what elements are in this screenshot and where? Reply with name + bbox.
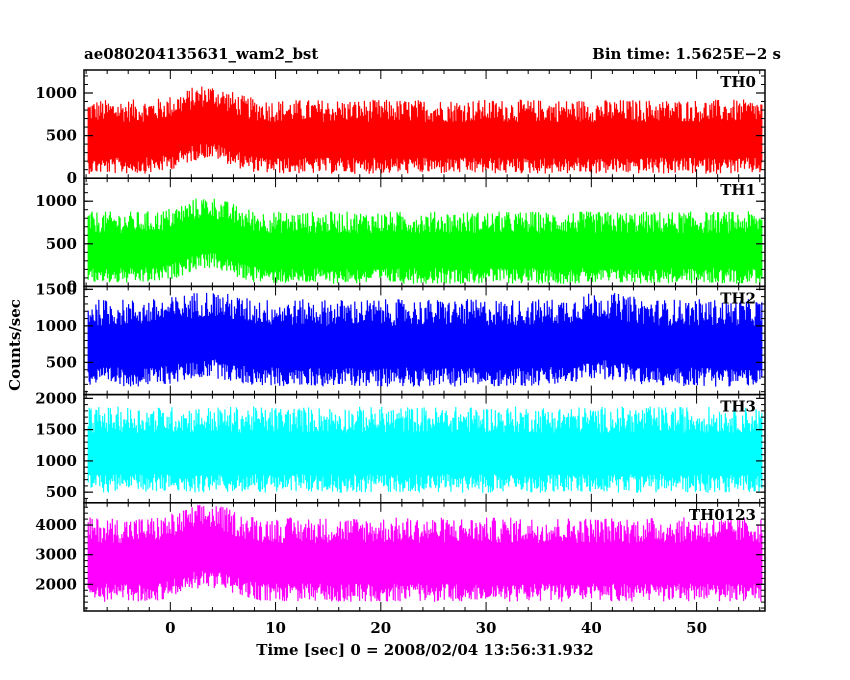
panel-th3: 500 1000 1500 2000 TH3 [35,389,766,504]
panel-label-th3: TH3 [720,398,756,416]
y-tick-label: 1000 [35,317,77,335]
panel-th0: 0 500 1000 TH0 [35,69,766,187]
y-tick-label: 1000 [35,84,77,102]
y-tick-label: 2000 [35,389,77,407]
bin-time-label: Bin time: 1.5625E−2 s [592,45,781,63]
series-band-th1 [88,223,762,265]
y-tick-label: 4000 [35,516,77,534]
y-tick-label: 3000 [35,546,77,564]
y-tick-label: 1000 [35,192,77,210]
series-band-th2 [88,322,762,364]
y-tick-label: 1000 [35,452,77,470]
x-axis: 0 10 20 30 40 50 [165,619,707,637]
panel-frame [83,502,766,612]
panel-label-th2: TH2 [720,289,756,307]
x-tick-label: 0 [165,619,175,637]
x-tick-label: 50 [686,619,707,637]
y-tick-label: 0 [67,277,77,295]
panel-stack: 0 500 1000 TH0 0 500 1000 TH1 500 1000 1500 TH2 500 1… [35,69,766,612]
y-tick-label: 500 [46,353,77,371]
y-tick-label: 1500 [35,280,77,298]
series-band-th3 [88,438,762,471]
panel-th1: 0 500 1000 TH1 [35,177,766,295]
x-tick-label: 10 [265,619,286,637]
panel-label-th0123: TH0123 [689,506,756,524]
y-tick-label: 1500 [35,421,77,439]
x-tick-label: 30 [476,619,497,637]
series-band-th0123 [88,534,762,580]
y-tick-label: 500 [46,127,77,145]
y-axis-label: Counts/sec [6,299,24,391]
y-tick-label: 500 [46,483,77,501]
series-band-th0 [88,112,762,155]
panel-th2: 500 1000 1500 TH2 [35,280,766,396]
y-tick-label: 2000 [35,575,77,593]
panel-th0123: 2000 3000 4000 TH0123 [35,502,766,612]
panel-label-th1: TH1 [720,181,756,199]
y-tick-label: 0 [67,169,77,187]
x-axis-label: Time [sec] 0 = 2008/02/04 13:56:31.932 [256,641,593,659]
x-tick-label: 40 [581,619,602,637]
plot-title: ae080204135631_wam2_bst [84,45,318,63]
x-tick-label: 20 [370,619,391,637]
y-tick-label: 500 [46,235,77,253]
panel-label-th0: TH0 [720,73,756,91]
